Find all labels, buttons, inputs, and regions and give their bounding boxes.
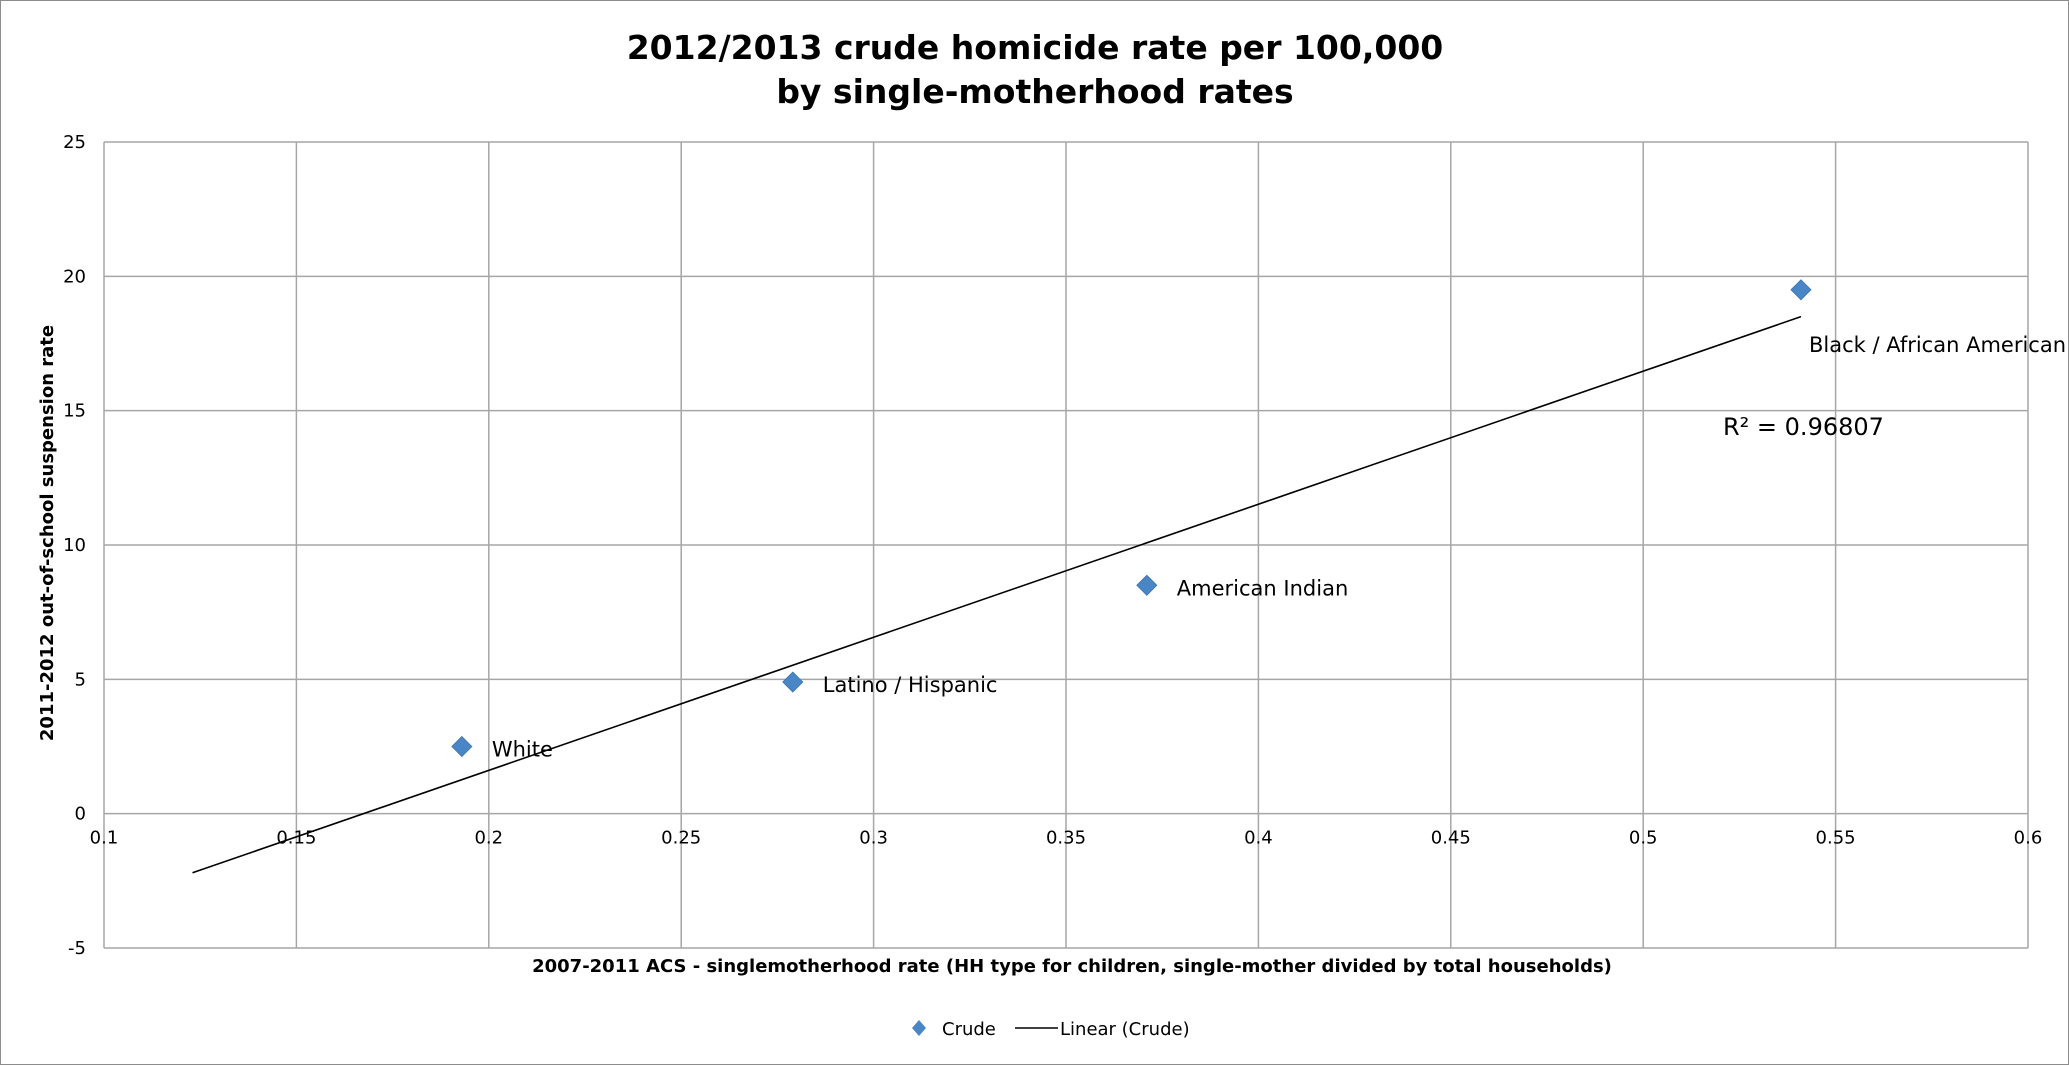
x-tick-label: 0.15: [276, 828, 316, 849]
chart-title-line-1: 2012/2013 crude homicide rate per 100,00…: [627, 28, 1444, 67]
trendline-layer: [192, 315, 1802, 874]
data-point-label: Black / African American: [1809, 333, 2066, 357]
x-tick-label: 0.25: [661, 828, 701, 849]
point-labels-layer: White Latino / Hispanic American Indian Bla…: [492, 333, 2066, 762]
x-tick-label: 0.1: [90, 828, 119, 849]
r-squared-label: R² = 0.96807: [1723, 413, 1884, 441]
x-tick-label: 0.2: [474, 828, 503, 849]
legend-label-linear-crude: Linear (Crude): [1060, 1019, 1190, 1040]
x-axis-title: 2007-2011 ACS - singlemotherhood rate (H…: [532, 956, 1612, 977]
chart-title-line-2: by single-motherhood rates: [776, 72, 1293, 111]
y-tick-labels: -5 0 5 10 15 20 25: [63, 132, 86, 959]
x-tick-label: 0.55: [1816, 828, 1856, 849]
x-tick-label: 0.45: [1431, 828, 1471, 849]
y-tick-label: 5: [75, 669, 86, 690]
data-point: [782, 671, 804, 693]
y-tick-label: -5: [68, 938, 86, 959]
x-tick-label: 0.35: [1046, 828, 1086, 849]
points-layer: [451, 279, 1812, 758]
trendline: [192, 315, 1802, 874]
x-tick-labels: 0.1 0.15 0.2 0.25 0.3 0.35 0.4 0.45 0.5 0.55 0.6: [90, 828, 2043, 849]
y-tick-label: 20: [63, 266, 86, 287]
x-tick-label: 0.5: [1629, 828, 1658, 849]
x-tick-label: 0.3: [859, 828, 888, 849]
chart-title: 2012/2013 crude homicide rate per 100,00…: [627, 28, 1444, 111]
x-tick-label: 0.4: [1244, 828, 1273, 849]
legend-label-crude: Crude: [942, 1019, 996, 1040]
data-point-label: White: [492, 738, 553, 762]
legend: Crude Linear (Crude): [912, 1019, 1190, 1040]
legend-diamond-marker: [912, 1020, 926, 1036]
data-point: [1136, 574, 1158, 596]
data-point-label: Latino / Hispanic: [823, 673, 998, 697]
y-axis-title: 2011-2012 out-of-school suspension rate: [37, 325, 58, 741]
data-point-label: American Indian: [1177, 576, 1348, 600]
y-tick-label: 10: [63, 535, 86, 556]
y-tick-label: 15: [63, 401, 86, 422]
legend-item-crude: Crude: [912, 1019, 996, 1040]
grid-layer: [103, 141, 2029, 949]
y-tick-label: 25: [63, 132, 86, 153]
data-point: [1790, 279, 1812, 301]
legend-item-linear-crude: Linear (Crude): [1015, 1019, 1190, 1040]
y-tick-label: 0: [75, 804, 86, 825]
data-point: [451, 735, 473, 758]
x-tick-label: 0.6: [2014, 828, 2043, 849]
